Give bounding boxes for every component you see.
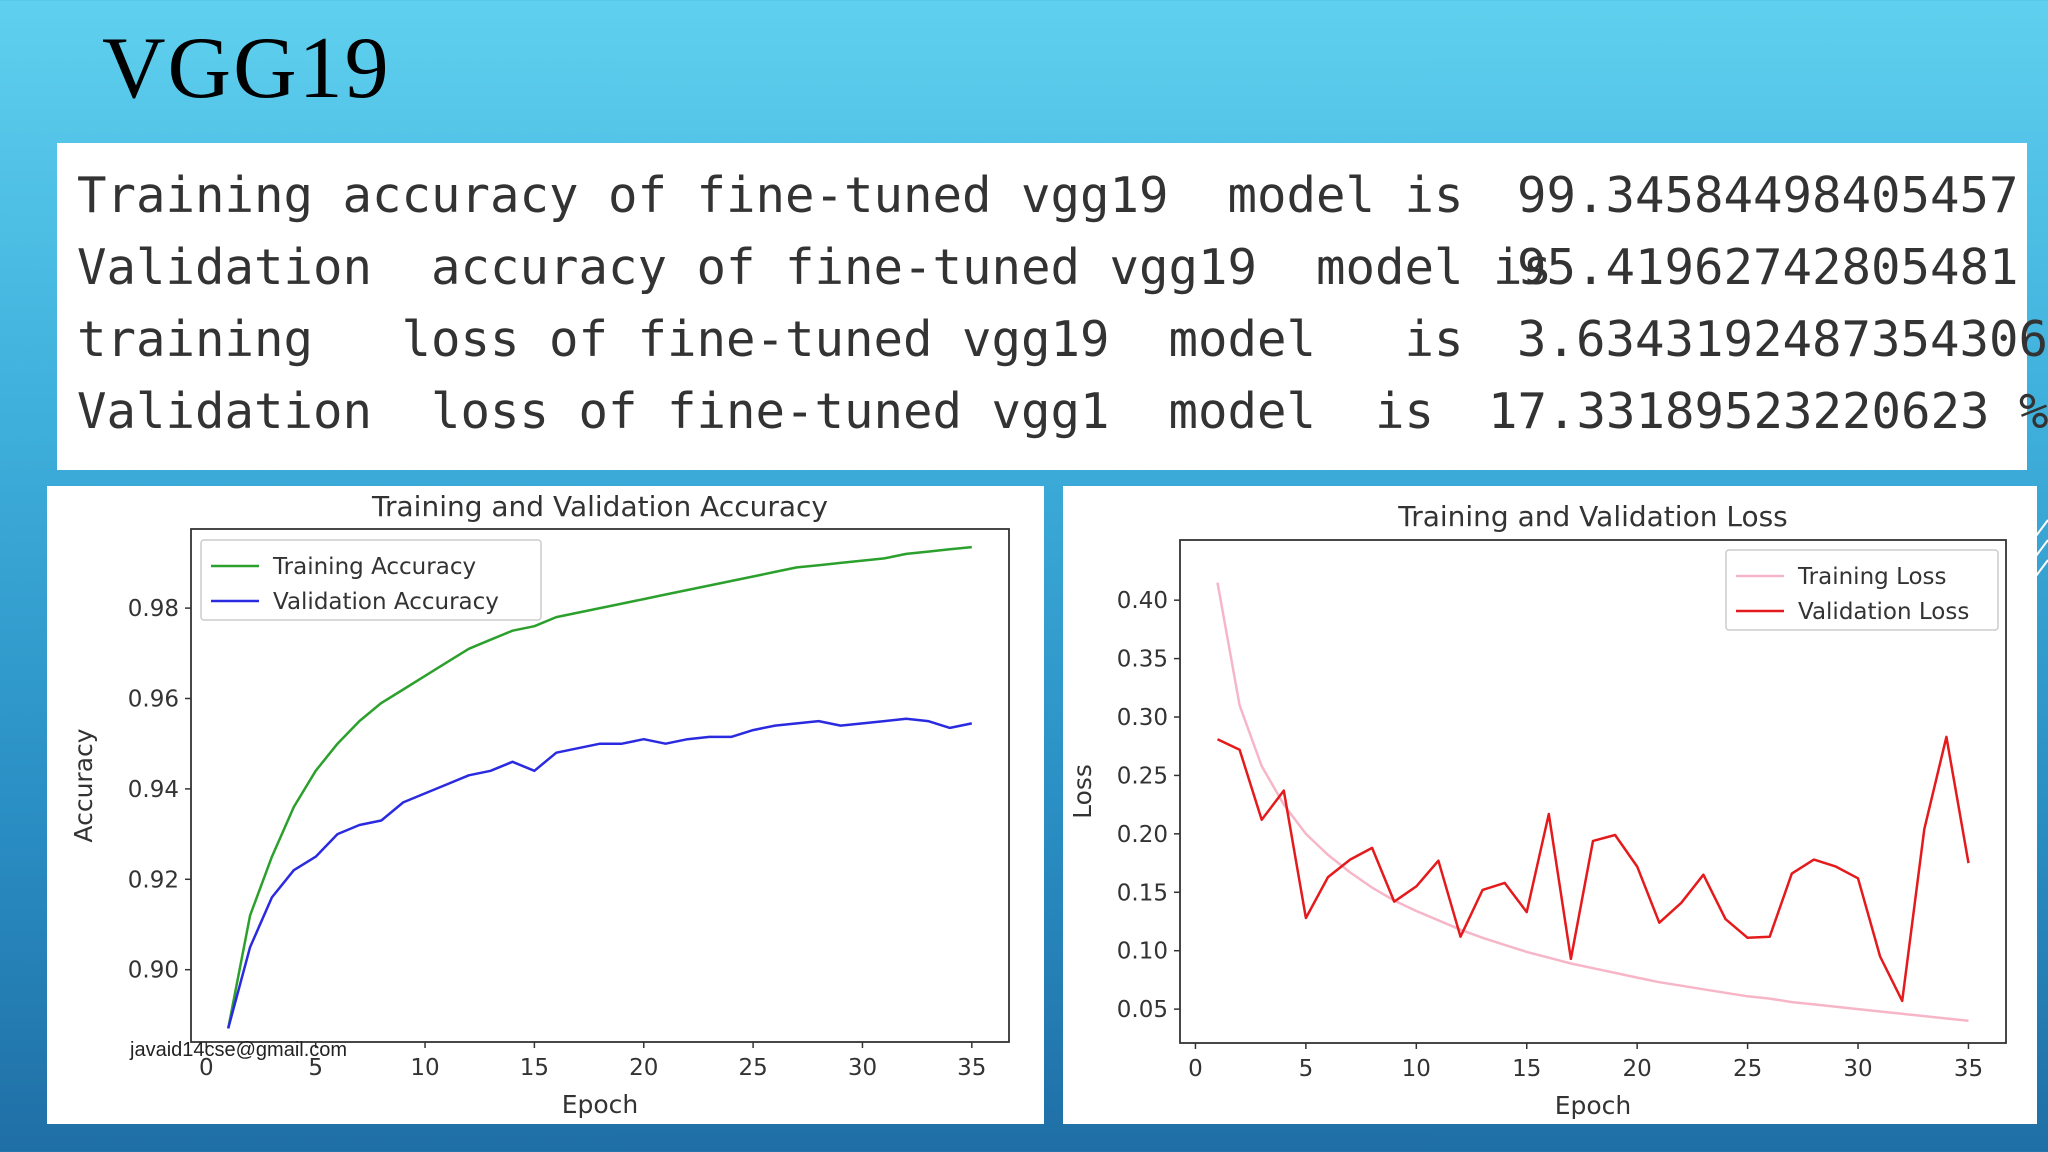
series-line-validation-accuracy	[226, 717, 973, 1029]
y-tick-label: 0.90	[128, 958, 179, 984]
x-tick-label: 15	[1512, 1056, 1541, 1082]
result-label: Validation loss of fine-tuned vgg1 model…	[77, 383, 1582, 440]
accuracy-chart: Training and Validation Accuracy Epoch Acc…	[69, 490, 1010, 1119]
plot-frame	[190, 528, 1010, 1043]
result-line: Training accuracy of fine-tuned vgg19 mo…	[77, 161, 2019, 231]
y-tick-label: 0.25	[1117, 763, 1168, 789]
y-tick-label: 0.98	[128, 596, 179, 622]
series-line-training-loss	[1216, 582, 1969, 1023]
plot-frame	[1179, 539, 2007, 1044]
legend-box	[1725, 549, 1999, 631]
result-line: Validation loss of fine-tuned vgg1 model…	[77, 377, 2048, 447]
x-tick-label: 15	[520, 1055, 549, 1081]
y-tick-label: 0.96	[128, 686, 179, 712]
x-axis-label: Epoch	[1555, 1091, 1632, 1120]
x-axis-label: Epoch	[562, 1090, 639, 1119]
x-tick-label: 35	[1954, 1056, 1983, 1082]
loss-chart: Training and Validation Loss Epoch Loss 0 5 1…	[1068, 500, 2007, 1120]
chart-title: Training and Validation Accuracy	[371, 490, 828, 523]
x-tick-label: 25	[738, 1055, 767, 1081]
y-tick-label: 0.05	[1117, 997, 1168, 1023]
slide-title: VGG19	[102, 20, 391, 117]
results-box: Training accuracy of fine-tuned vgg19 mo…	[57, 143, 2048, 470]
y-axis-label: Accuracy	[69, 728, 98, 842]
x-tick-label: 10	[410, 1055, 439, 1081]
x-tick-label: 0	[199, 1055, 214, 1081]
loss-chart-panel: Training and Validation Loss Epoch Loss 0 5 1…	[1063, 486, 2037, 1124]
result-value: 17.33189523220623 %	[1488, 383, 2048, 440]
x-tick-label: 5	[308, 1055, 323, 1081]
y-tick-label: 0.40	[1117, 588, 1168, 614]
series-line-validation-loss	[1216, 735, 1970, 1003]
y-tick-label: 0.20	[1117, 822, 1168, 848]
x-tick-label: 30	[1843, 1056, 1872, 1082]
legend-label: Validation Accuracy	[273, 589, 499, 615]
legend-label: Training Loss	[1797, 564, 1947, 590]
result-value: 3.6343192487354306 %	[1517, 311, 2048, 368]
result-value: 95.41962742805481 %	[1517, 239, 2048, 296]
legend-box	[200, 539, 542, 621]
x-tick-label: 25	[1733, 1056, 1762, 1082]
x-tick-label: 20	[629, 1055, 658, 1081]
email-watermark: javaid14cse@gmail.com	[130, 1039, 348, 1061]
y-tick-label: 0.10	[1117, 939, 1168, 965]
y-tick-label: 0.94	[128, 777, 179, 803]
decorative-lines	[2018, 519, 2048, 601]
y-tick-label: 0.30	[1117, 705, 1168, 731]
y-tick-label: 0.15	[1117, 880, 1168, 906]
legend-label: Validation Loss	[1798, 599, 1969, 625]
x-tick-label: 30	[848, 1055, 877, 1081]
legend-label: Training Accuracy	[272, 554, 476, 580]
x-tick-label: 5	[1299, 1056, 1314, 1082]
chart-title: Training and Validation Loss	[1397, 500, 1788, 533]
y-axis-label: Loss	[1068, 764, 1097, 819]
result-label: training loss of fine-tuned vgg19 model …	[77, 311, 1612, 368]
result-label: Training accuracy of fine-tuned vgg19 mo…	[77, 167, 1612, 224]
x-tick-label: 35	[957, 1055, 986, 1081]
x-tick-label: 10	[1402, 1056, 1431, 1082]
accuracy-chart-panel: Training and Validation Accuracy Epoch Acc…	[47, 486, 1044, 1124]
y-tick-label: 0.35	[1117, 647, 1168, 673]
y-tick-label: 0.92	[128, 867, 179, 893]
result-line: Validation accuracy of fine-tuned vgg19 …	[77, 233, 2019, 303]
x-tick-label: 20	[1623, 1056, 1652, 1082]
result-value: 99.34584498405457 %	[1517, 167, 2048, 224]
series-line-training-accuracy	[226, 545, 972, 1029]
x-tick-label: 0	[1188, 1056, 1203, 1082]
result-line: training loss of fine-tuned vgg19 model …	[77, 305, 2048, 375]
result-label: Validation accuracy of fine-tuned vgg19 …	[77, 239, 1612, 296]
